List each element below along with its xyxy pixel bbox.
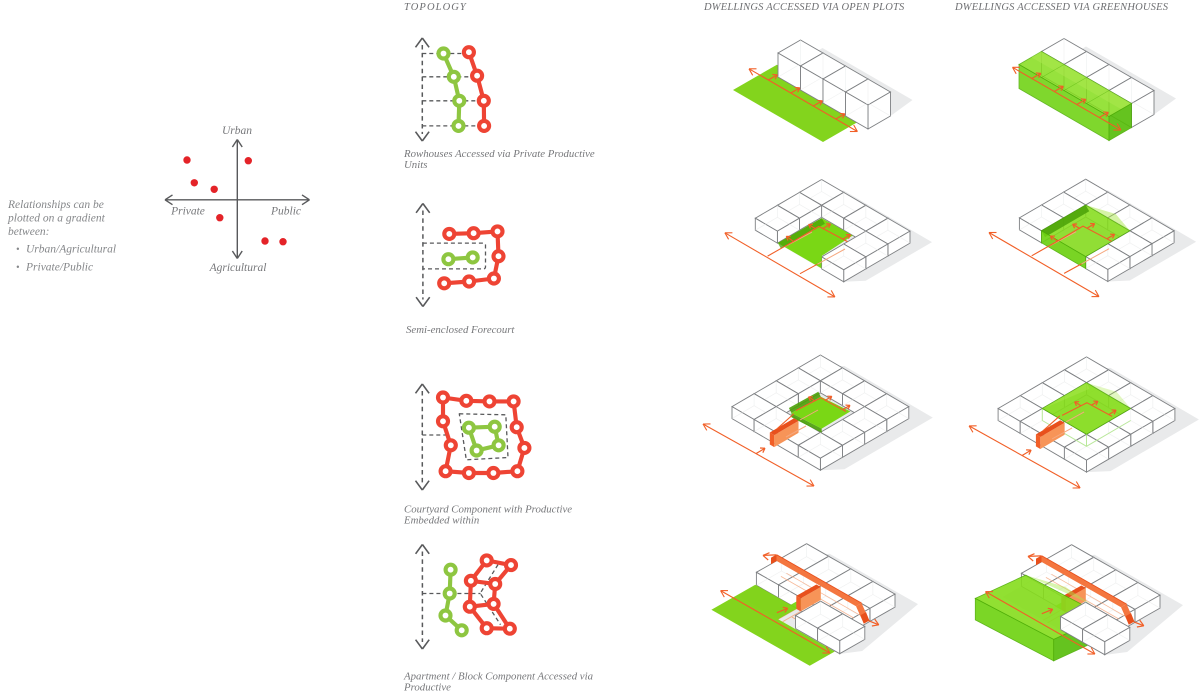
svg-text:DWELLINGS ACCESSED VIA OPEN PL: DWELLINGS ACCESSED VIA OPEN PLOTS [703,2,905,13]
svg-text:Agricultural: Agricultural [209,262,267,274]
svg-text:Public: Public [270,206,301,218]
svg-text:•: • [16,263,20,274]
svg-text:Relationships can be: Relationships can be [7,199,104,211]
svg-text:Rowhouses Accessed via Private: Rowhouses Accessed via Private Productiv… [403,148,595,160]
svg-text:between:: between: [8,226,50,238]
svg-text:Apartment / Block Component Ac: Apartment / Block Component Accessed via [403,671,593,683]
svg-text:•: • [16,245,20,256]
svg-text:Semi-enclosed Forecourt: Semi-enclosed Forecourt [406,324,515,336]
svg-text:Courtyard Component with Produ: Courtyard Component with Productive [404,504,572,516]
svg-text:Embedded within: Embedded within [403,515,479,527]
svg-text:Private: Private [170,206,205,218]
svg-text:TOPOLOGY: TOPOLOGY [404,2,467,13]
svg-text:Private/Public: Private/Public [25,262,93,274]
svg-text:plotted on a gradient: plotted on a gradient [7,213,106,225]
svg-text:Productive: Productive [403,682,451,694]
svg-text:Units: Units [404,159,427,171]
svg-text:DWELLINGS ACCESSED VIA GREENHO: DWELLINGS ACCESSED VIA GREENHOUSES [954,2,1169,13]
svg-text:Urban/Agricultural: Urban/Agricultural [26,244,116,256]
svg-text:Urban: Urban [222,125,252,137]
